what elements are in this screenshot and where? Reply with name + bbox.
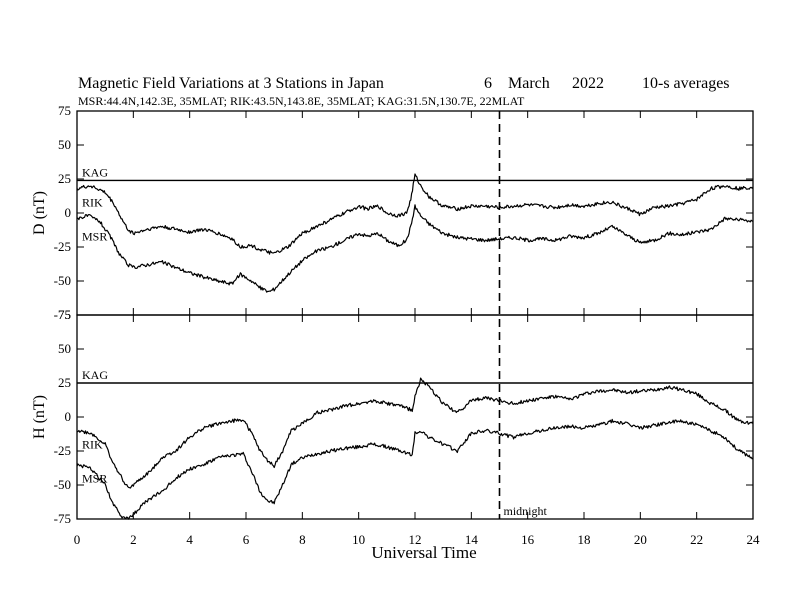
y-tick-label: 25 <box>58 375 71 390</box>
y-tick-label: -50 <box>54 477 71 492</box>
x-axis-title: Universal Time <box>371 543 476 562</box>
y-tick-label: -50 <box>54 273 71 288</box>
x-axis-ticks: 0 2 4 6 8 10 12 14 16 18 20 22 24 <box>74 532 760 547</box>
y-tick-label: -75 <box>54 511 71 526</box>
y-tick-label: 75 <box>58 103 71 118</box>
x-tick-label: 12 <box>409 532 422 547</box>
panel-frame <box>76 314 754 520</box>
series-rik-line <box>76 377 754 489</box>
title-month: March <box>508 75 550 92</box>
series-label-msr: MSR <box>82 472 107 486</box>
x-tick-label: 18 <box>578 532 591 547</box>
y-tick-label: -25 <box>54 239 71 254</box>
y-tick-label: 0 <box>65 409 72 424</box>
panel-ticks: 75 50 25 0 -25 -50 -75 <box>54 103 754 322</box>
series-label-rik: RIK <box>82 196 103 210</box>
y-tick-label: -25 <box>54 443 71 458</box>
series-msr-line <box>76 204 754 293</box>
panel-d: 75 50 25 0 -25 -50 -75 KAG RIK MSR D (nT) <box>31 103 754 322</box>
panel-series <box>76 377 754 520</box>
y-tick-label: 75 <box>58 307 71 322</box>
series-label-kag: KAG <box>82 165 108 179</box>
chart-title: Magnetic Field Variations at 3 Stations … <box>78 75 384 92</box>
panel-h: 75 50 25 0 -25 -50 -75 KAG RIK MSR H (nT) <box>31 307 754 526</box>
x-tick-label: 10 <box>352 532 365 547</box>
series-label-msr: MSR <box>82 229 107 243</box>
series-label-kag: KAG <box>82 368 108 382</box>
chart-subtitle: MSR:44.4N,142.3E, 35MLAT; RIK:43.5N,143.… <box>78 94 525 108</box>
panel-ticks: 75 50 25 0 -25 -50 -75 <box>54 307 754 526</box>
panel-h-ylabel: H (nT) <box>31 395 48 439</box>
x-tick-label: 14 <box>465 532 479 547</box>
x-tick-label: 16 <box>521 532 535 547</box>
y-tick-label: -75 <box>54 307 71 322</box>
y-tick-label: 50 <box>58 341 71 356</box>
title-averaging: 10-s averages <box>642 75 730 92</box>
x-tick-label: 8 <box>299 532 306 547</box>
panel-d-ylabel: D (nT) <box>31 191 48 235</box>
x-tick-label: 0 <box>74 532 81 547</box>
x-tick-label: 2 <box>130 532 137 547</box>
series-msr-line <box>76 418 754 520</box>
y-tick-label: 25 <box>58 171 71 186</box>
panel-series <box>76 173 754 293</box>
y-tick-label: 0 <box>65 205 72 220</box>
title-year: 2022 <box>572 75 604 92</box>
series-label-rik: RIK <box>82 438 103 452</box>
x-tick-label: 20 <box>634 532 647 547</box>
x-tick-label: 22 <box>690 532 703 547</box>
title-day: 6 <box>484 75 492 92</box>
panel-series-labels: KAG RIK MSR <box>82 165 108 243</box>
midnight-label: midnight <box>504 504 548 518</box>
series-rik-line <box>76 173 754 255</box>
x-tick-label: 4 <box>186 532 193 547</box>
panel-frame <box>76 110 754 316</box>
y-tick-label: 50 <box>58 137 71 152</box>
panel-series-labels: KAG RIK MSR <box>82 368 108 486</box>
x-tick-label: 24 <box>747 532 761 547</box>
x-tick-label: 6 <box>243 532 250 547</box>
